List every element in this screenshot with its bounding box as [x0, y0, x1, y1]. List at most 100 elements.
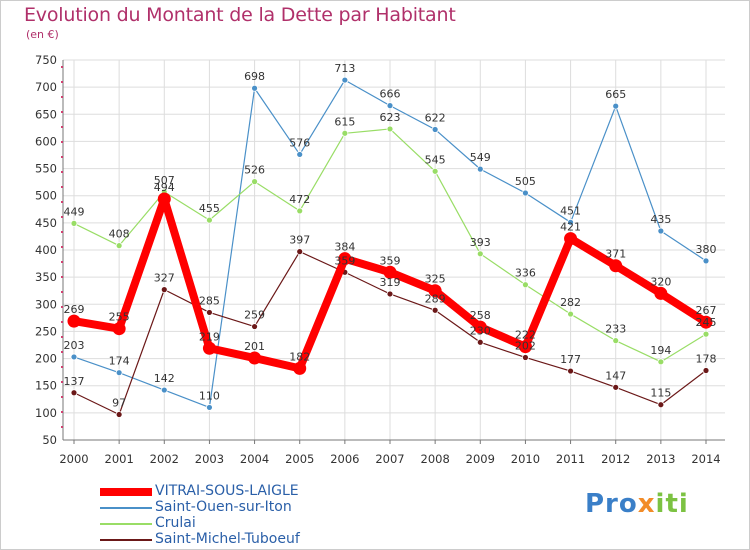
y-axis-marker: [61, 96, 63, 98]
y-axis-marker: [61, 111, 63, 113]
legend-label: VITRAI-SOUS-LAIGLE: [155, 483, 299, 499]
y-tick-label: 100: [35, 406, 57, 420]
data-label: 371: [605, 248, 626, 261]
data-label: 319: [380, 276, 401, 289]
y-tick-label: 550: [35, 162, 57, 176]
series-point-3: [115, 411, 123, 418]
series-point-3: [702, 367, 710, 374]
data-label: 289: [425, 292, 446, 305]
data-label: 222: [515, 329, 536, 342]
series-point-1: [206, 404, 213, 411]
series-point-1: [431, 126, 439, 133]
proxiti-logo: Proxiti: [585, 489, 689, 519]
data-label: 359: [334, 254, 355, 267]
series-point-3: [160, 286, 168, 294]
y-axis-marker: [61, 261, 63, 263]
series-point-2: [522, 281, 529, 289]
data-label: 408: [109, 228, 130, 241]
data-label: 282: [560, 296, 581, 309]
chart-subtitle: (en €): [26, 28, 59, 41]
series-point-1: [702, 257, 710, 265]
legend-label: Crulai: [155, 515, 196, 531]
y-tick-label: 700: [35, 80, 57, 94]
data-label: 110: [199, 389, 220, 402]
data-label: 267: [696, 304, 717, 317]
y-axis-marker: [61, 246, 63, 248]
data-label: 178: [696, 353, 717, 366]
series-point-2: [70, 219, 78, 227]
data-label: 472: [289, 193, 310, 206]
y-tick-label: 400: [35, 243, 57, 257]
data-label: 435: [650, 213, 671, 226]
y-tick-label: 200: [35, 352, 57, 366]
data-label: 549: [470, 151, 491, 164]
series-point-1: [341, 76, 349, 84]
data-label: 327: [154, 272, 175, 285]
data-label: 258: [470, 309, 491, 322]
y-tick-label: 350: [35, 270, 57, 284]
series-point-0: [654, 286, 668, 300]
legend-label: Saint-Michel-Tuboeuf: [155, 531, 300, 547]
data-label: 320: [650, 275, 671, 288]
y-axis-marker: [61, 381, 63, 383]
y-axis-marker: [61, 396, 63, 398]
series-point-3: [522, 354, 529, 361]
x-tick-label: 2013: [646, 452, 675, 466]
data-label: 451: [560, 204, 581, 217]
x-tick-label: 2004: [240, 452, 269, 466]
y-tick-label: 150: [35, 379, 57, 393]
series-point-1: [160, 386, 168, 394]
data-label: 449: [64, 205, 85, 218]
x-tick-label: 2002: [150, 452, 179, 466]
series-point-0: [609, 259, 623, 273]
y-tick-label: 750: [35, 53, 57, 67]
data-label: 245: [696, 316, 717, 329]
x-tick-label: 2005: [285, 452, 314, 466]
y-axis-marker: [61, 216, 63, 218]
data-label: 259: [244, 309, 265, 322]
data-label: 507: [154, 174, 175, 187]
series-point-1: [70, 353, 78, 361]
series-point-2: [206, 216, 213, 224]
data-label: 615: [334, 115, 355, 128]
series-point-2: [341, 129, 349, 137]
y-axis-marker: [61, 201, 63, 203]
data-label: 380: [696, 243, 717, 256]
data-label: 233: [605, 323, 626, 336]
series-point-3: [386, 290, 394, 298]
data-label: 142: [154, 372, 175, 385]
y-axis-marker: [61, 411, 63, 413]
y-tick-label: 50: [42, 433, 57, 447]
y-tick-label: 300: [35, 297, 57, 311]
data-label: 665: [605, 88, 626, 101]
data-label: 177: [560, 353, 581, 366]
y-axis-marker: [61, 231, 63, 233]
series-point-2: [657, 358, 665, 366]
data-label: 325: [425, 273, 446, 286]
legend-swatch: [100, 523, 152, 525]
series-point-0: [699, 315, 713, 329]
series-point-0: [473, 320, 487, 334]
x-tick-label: 2001: [105, 452, 134, 466]
x-tick-label: 2008: [421, 452, 450, 466]
data-label: 115: [650, 387, 671, 400]
series-point-2: [567, 310, 574, 318]
data-label: 336: [515, 267, 536, 280]
data-label: 713: [334, 62, 355, 75]
y-axis-marker: [61, 156, 63, 158]
data-label: 230: [470, 324, 491, 337]
x-tick-label: 2003: [195, 452, 224, 466]
series-point-0: [428, 284, 442, 298]
data-label: 698: [244, 70, 265, 83]
data-label: 269: [64, 303, 85, 316]
x-tick-label: 2006: [330, 452, 359, 466]
data-label: 203: [64, 339, 85, 352]
series-point-0: [293, 361, 307, 375]
series-point-2: [251, 178, 258, 186]
data-label: 219: [199, 330, 220, 343]
y-axis-marker: [61, 276, 63, 278]
series-point-1: [657, 227, 665, 235]
data-label: 174: [109, 355, 130, 368]
y-tick-label: 450: [35, 216, 57, 230]
